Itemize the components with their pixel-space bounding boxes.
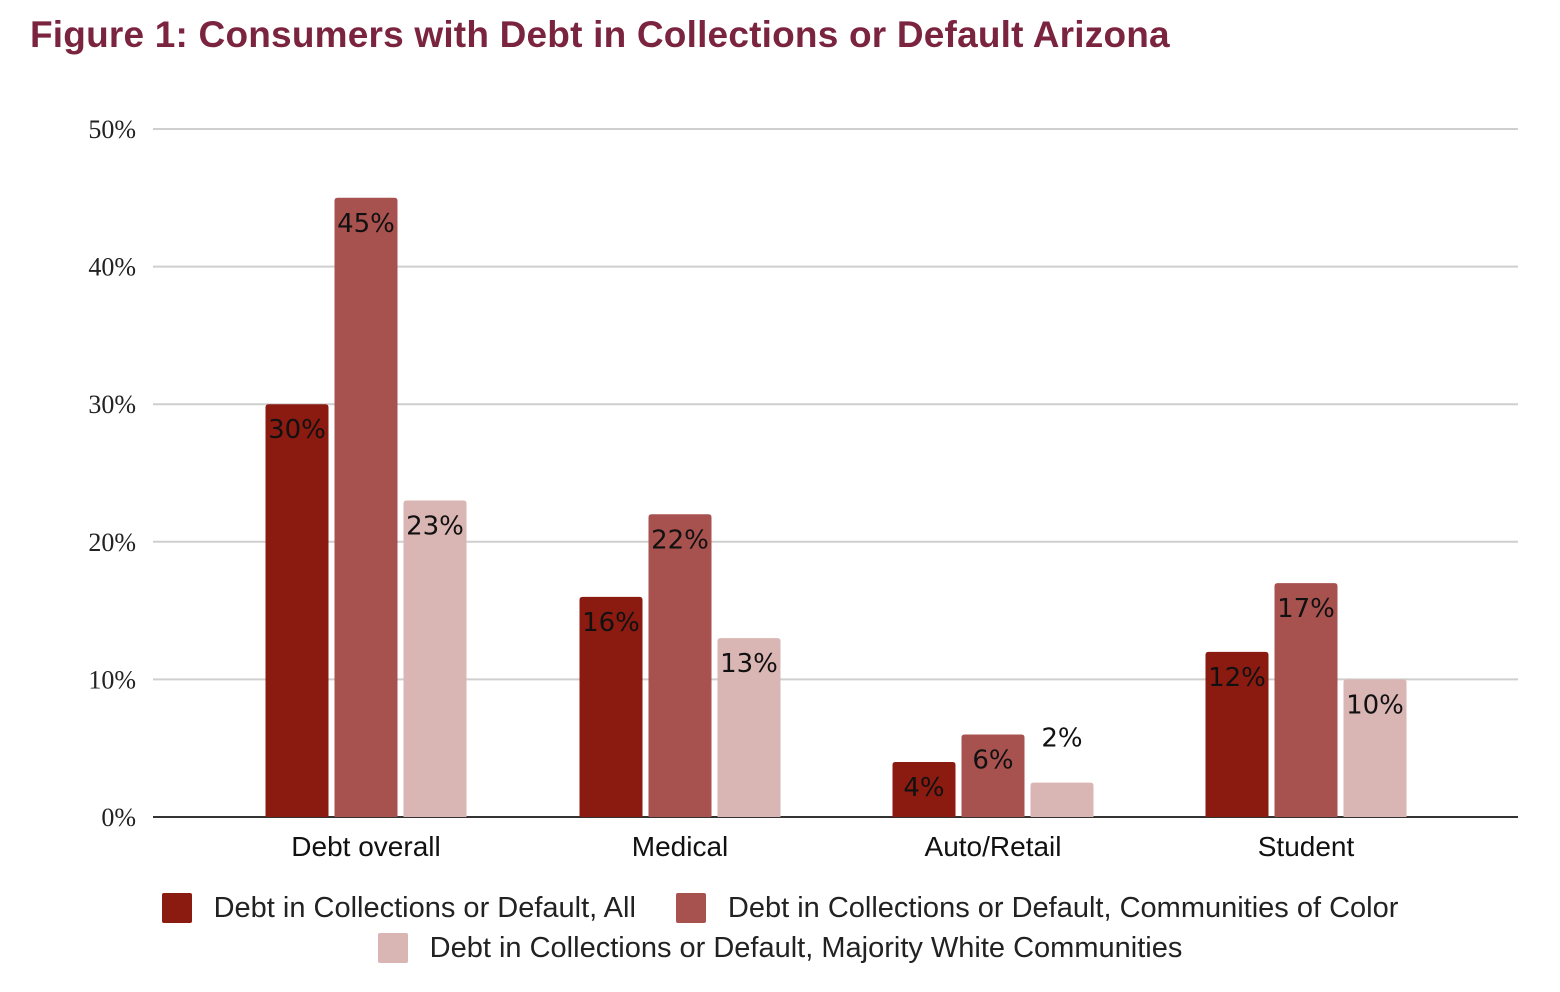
data-labels: 30% 45% 23% 16% 22% 13% 4% 6% 2% 12% 17% 10% [268,209,1404,803]
x-tick-label-auto-retail: Auto/Retail [925,831,1062,862]
data-label-student-series-3: 10% [1346,690,1404,720]
bar-medical-series-1 [579,596,643,817]
bar-student-series-1 [1205,651,1269,817]
legend-label-all: Debt in Collections or Default, All [213,891,636,924]
data-label-medical-series-2: 22% [651,525,709,555]
bar-debt-overall-series-3 [403,500,467,817]
bar-debt-overall-series-2 [334,197,398,818]
data-label-medical-series-1: 16% [582,608,640,638]
legend-item-communities-of-color: Debt in Collections or Default, Communit… [675,891,1399,925]
x-tick-label-student: Student [1258,831,1355,862]
bar-medical-series-2 [648,514,712,817]
data-label-debt-overall-series-2: 45% [337,209,395,239]
data-label-debt-overall-series-3: 23% [406,512,464,542]
y-tick-label-30: 30% [88,390,136,419]
data-label-auto-retail-series-1: 4% [903,773,944,803]
y-tick-label-20: 20% [88,528,136,557]
y-tick-label-40: 40% [88,253,136,282]
legend-label-majority-white: Debt in Collections or Default, Majority… [429,931,1183,964]
bar-debt-overall-series-1 [265,404,329,817]
bar-auto-retail-series-3 [1030,782,1094,817]
y-tick-label-50: 50% [88,115,136,144]
x-tick-label-debt-overall: Debt overall [291,831,440,862]
data-label-debt-overall-series-1: 30% [268,415,326,445]
bar-student-series-3 [1343,679,1407,817]
legend-item-all: Debt in Collections or Default, All [161,891,636,925]
legend-item-majority-white: Debt in Collections or Default, Majority… [377,931,1183,965]
legend: Debt in Collections or Default, All Debt… [0,888,1560,968]
chart-title: Figure 1: Consumers with Debt in Collect… [30,14,1170,55]
data-label-student-series-2: 17% [1277,594,1335,624]
x-axis-ticks: Debt overall Medical Auto/Retail Student [291,831,1354,862]
x-tick-label-medical: Medical [632,831,728,862]
legend-swatch-all [161,893,192,923]
y-axis-ticks: 0% 10% 20% 30% 40% 50% [88,115,136,832]
legend-row-2: Debt in Collections or Default, Majority… [0,928,1560,968]
legend-swatch-communities-of-color [675,893,706,923]
data-label-medical-series-3: 13% [720,649,778,679]
chart-plot: 0% 10% 20% 30% 40% 50% 30% 45% 23% 16% 22% 13% 4% 6%… [88,115,1518,862]
data-label-auto-retail-series-2: 6% [972,745,1013,775]
data-label-student-series-1: 12% [1208,663,1266,693]
y-tick-label-0: 0% [101,803,136,832]
bar-auto-retail-series-1 [892,761,956,817]
legend-label-communities-of-color: Debt in Collections or Default, Communit… [727,891,1399,924]
legend-swatch-majority-white [377,933,408,963]
bar-student-series-2 [1274,583,1338,817]
bar-auto-retail-series-2 [961,734,1025,817]
y-tick-label-10: 10% [88,665,136,694]
data-label-auto-retail-series-3: 2% [1041,724,1082,754]
bar-medical-series-3 [717,638,781,817]
bars [265,197,1407,818]
legend-row-1: Debt in Collections or Default, All Debt… [0,888,1560,928]
